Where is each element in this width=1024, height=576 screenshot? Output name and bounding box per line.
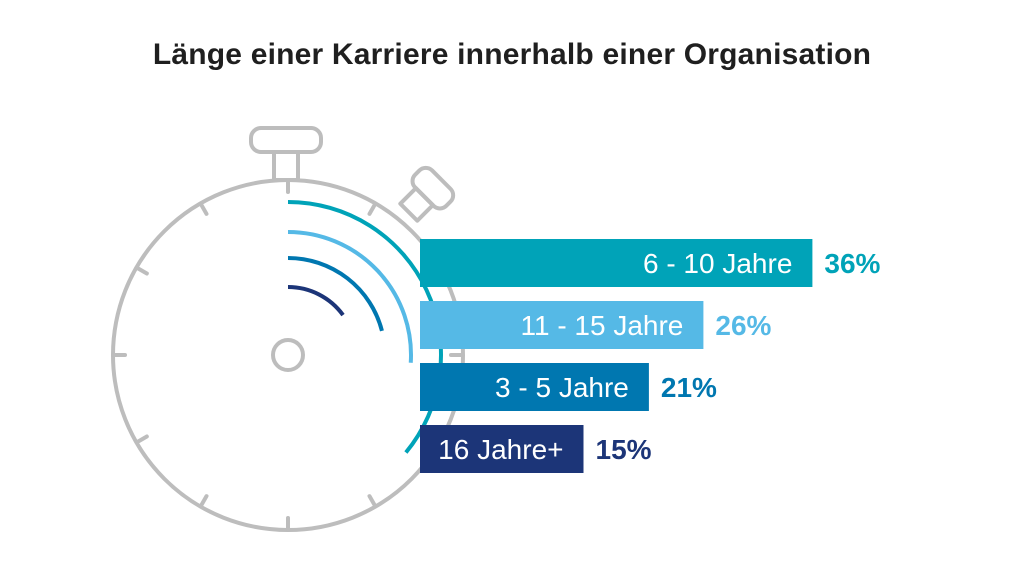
stopwatch-ticks — [112, 179, 464, 531]
bars-group: 6 - 10 Jahre 36% 11 - 15 Jahre 26% 3 - 5 Jah… — [420, 239, 881, 473]
chart-title: Länge einer Karriere innerhalb einer Org… — [152, 38, 872, 71]
stopwatch-center-knob — [271, 338, 305, 372]
bar-value-label: 21% — [661, 372, 717, 403]
stopwatch-tick — [367, 202, 377, 216]
bar-category-label: 16 Jahre+ — [438, 434, 563, 465]
stopwatch-tick — [367, 494, 377, 508]
stopwatch-tick — [135, 434, 149, 444]
stopwatch-icon — [111, 126, 465, 532]
stopwatch-tick — [199, 202, 209, 216]
bar-category-label: 11 - 15 Jahre — [520, 310, 683, 341]
stopwatch-side-button — [398, 165, 456, 223]
bar — [420, 301, 704, 349]
stopwatch-crown — [249, 126, 323, 154]
stopwatch-tick — [199, 494, 209, 508]
bar-value-label: 36% — [824, 248, 880, 279]
arc-mark — [287, 256, 384, 332]
bar-value-label: 15% — [596, 434, 652, 465]
arc-mark — [287, 230, 413, 363]
bar — [420, 363, 649, 411]
bar — [420, 239, 813, 287]
stopwatch-stem — [272, 150, 300, 182]
bar-category-label: 3 - 5 Jahre — [495, 372, 629, 403]
bar-value-label: 26% — [715, 310, 771, 341]
arc-mark — [287, 285, 345, 317]
bar — [420, 425, 584, 473]
stopwatch-tick — [135, 266, 149, 276]
bar-category-label: 6 - 10 Jahre — [643, 248, 792, 279]
